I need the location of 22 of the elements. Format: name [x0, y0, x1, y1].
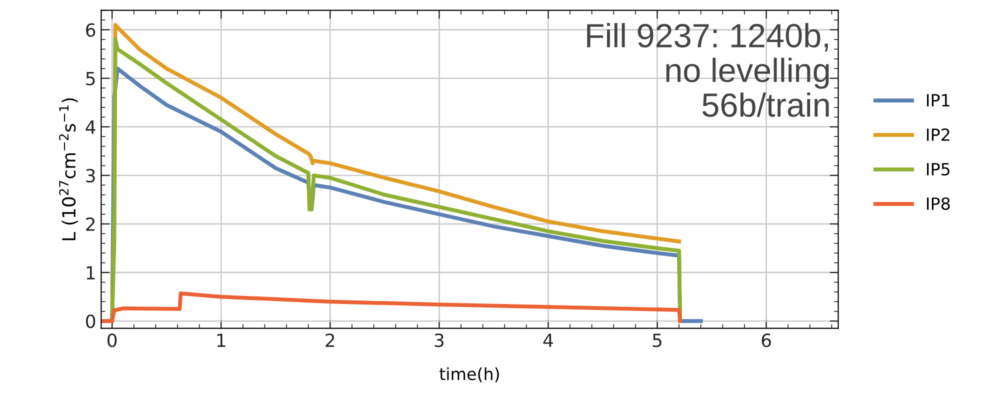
x-axis-title: time(h) — [440, 367, 499, 382]
y-tick-label: 0 — [86, 314, 96, 328]
x-tick-label: 6 — [762, 334, 771, 348]
y-tick-label: 1 — [86, 266, 95, 280]
legend-label: IP2 — [926, 128, 950, 141]
y-axis-title: L (10$^{27}$cm$^{−2}$s$^{−1}$) — [59, 98, 78, 240]
x-tick-label: 0 — [108, 334, 117, 348]
x-tick-label: 1 — [217, 334, 226, 347]
x-tick-label: 3 — [434, 334, 444, 348]
legend-label: IP1 — [926, 94, 950, 106]
legend-label: IP8 — [926, 197, 950, 210]
x-tick-label: 4 — [543, 334, 553, 347]
x-tick-label: 2 — [326, 334, 334, 347]
y-tick-label: 6 — [86, 23, 96, 37]
line-series — [101, 291, 682, 323]
legend-label: IP5 — [926, 163, 950, 176]
y-tick-label: 2 — [86, 217, 95, 231]
y-tick-label: 5 — [86, 72, 95, 86]
y-tick-label: 3 — [86, 168, 95, 183]
x-tick-label: 5 — [652, 334, 662, 348]
y-tick-label: 4 — [86, 120, 96, 134]
annotation: Fill 9237: 1240b, no levelling 56b/train — [587, 23, 829, 117]
